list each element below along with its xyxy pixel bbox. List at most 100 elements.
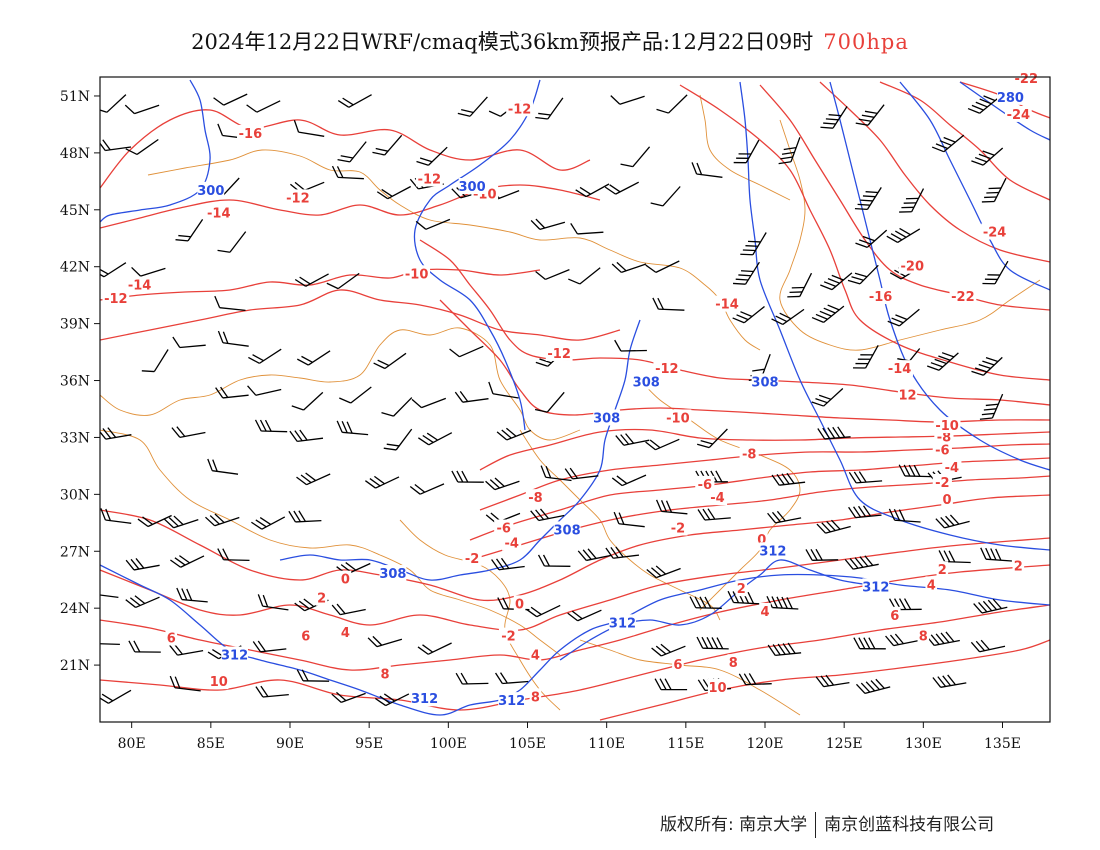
- height-label-bg: [632, 373, 660, 390]
- temperature-label: -22: [1015, 72, 1039, 87]
- wind-barb: [614, 339, 647, 352]
- temperature-label-bg: [981, 223, 1008, 240]
- wind-barb: [374, 693, 410, 707]
- wind-barb: [652, 297, 685, 311]
- temperature-label-bg: [933, 417, 961, 434]
- temperature-label-bg: [205, 204, 233, 221]
- lon-tick-label: 100E: [430, 736, 467, 752]
- temperature-label: 10: [210, 675, 228, 690]
- wind-barb: [778, 137, 801, 165]
- temperature-label-bg: [545, 344, 573, 361]
- temperature-label-bg: [498, 627, 519, 644]
- wind-barb: [293, 120, 325, 137]
- wind-barb: [100, 94, 127, 113]
- wind-barb: [535, 268, 570, 281]
- wind-barb: [820, 272, 853, 291]
- wind-barb: [740, 232, 767, 256]
- wind-barb: [540, 465, 572, 482]
- temperature-label: 12: [898, 389, 916, 404]
- temperature-isoline: [100, 537, 1050, 632]
- boundary-line: [519, 429, 721, 621]
- wind-barb: [604, 181, 639, 195]
- temperature-label: 6: [301, 630, 310, 645]
- wind-barb: [171, 426, 206, 438]
- temperature-label-bg: [102, 289, 130, 306]
- temperature-label-bg: [1012, 69, 1040, 86]
- wind-barb: [564, 467, 599, 480]
- height-label-bg: [553, 521, 581, 538]
- wind-barb: [364, 475, 400, 489]
- wind-barb: [971, 356, 1003, 376]
- temperature-label: -10: [666, 411, 690, 426]
- temperature-label: -24: [1007, 108, 1031, 123]
- height-label: 308: [751, 375, 778, 390]
- height-label: 300: [459, 180, 486, 195]
- height-label: 312: [862, 580, 889, 595]
- wind-barb: [854, 187, 882, 211]
- wind-barb: [326, 272, 360, 290]
- height-label: 308: [633, 375, 660, 390]
- wind-barb: [535, 97, 564, 120]
- wind-barb: [732, 305, 765, 324]
- height-label: 312: [609, 616, 636, 631]
- height-isoline: [100, 564, 1050, 716]
- lat-tick-label: 21N: [60, 658, 90, 674]
- height-label-bg: [862, 578, 890, 595]
- height-isoline: [899, 81, 1050, 291]
- wind-barb: [491, 557, 525, 571]
- wind-barb: [938, 550, 971, 564]
- wind-barb: [655, 499, 688, 515]
- temperature-isoline: [100, 184, 601, 229]
- wind-barb: [124, 104, 160, 115]
- temperature-label: -22: [951, 290, 975, 305]
- height-label-bg: [609, 614, 636, 631]
- temperature-label: 8: [729, 656, 738, 671]
- wind-barb: [455, 672, 489, 685]
- wind-barb: [898, 464, 931, 478]
- temperature-label: -16: [869, 290, 893, 305]
- boundary-line: [399, 519, 561, 711]
- temperature-label-bg: [494, 519, 514, 536]
- wind-barb: [967, 95, 1001, 114]
- height-label: 312: [498, 694, 525, 709]
- title-level: 700hpa: [823, 30, 909, 54]
- temperature-label: -6: [935, 444, 949, 459]
- wind-barb: [926, 352, 959, 371]
- temperature-label-bg: [502, 534, 522, 551]
- wind-barb: [855, 104, 885, 126]
- lon-tick-label: 80E: [118, 736, 146, 752]
- temperature-isoline: [599, 639, 1050, 721]
- wind-barb: [925, 631, 960, 647]
- wind-barb: [530, 508, 565, 522]
- wind-barb: [172, 336, 206, 349]
- wind-barb: [247, 385, 282, 396]
- temperature-label-bg: [653, 360, 681, 377]
- temperature-label-bg: [886, 360, 913, 377]
- temperature-isoline: [100, 604, 1050, 711]
- wind-barb: [820, 106, 848, 129]
- lon-tick-label: 130E: [905, 736, 942, 752]
- height-label: 300: [197, 184, 224, 199]
- lat-tick-label: 24N: [60, 601, 90, 617]
- height-label-bg: [751, 373, 779, 390]
- wind-barb: [853, 637, 886, 650]
- lon-tick-label: 110E: [588, 736, 625, 752]
- wind-barb: [457, 96, 488, 117]
- wind-barb: [689, 596, 722, 609]
- wind-barb: [537, 554, 571, 567]
- wind-barb: [848, 505, 882, 519]
- footer-divider: [815, 812, 817, 838]
- wind-barb: [137, 514, 172, 528]
- wind-barb: [771, 308, 805, 326]
- temperature-isoline: [439, 299, 1050, 423]
- wind-barb: [817, 426, 851, 440]
- wind-barb: [771, 472, 806, 486]
- temperature-isoline: [879, 81, 1050, 201]
- temperature-label-bg: [462, 549, 482, 566]
- lon-tick-label: 85E: [197, 736, 225, 752]
- temperature-label: 4: [927, 578, 936, 593]
- wind-barb: [767, 642, 802, 656]
- boundary-line: [100, 429, 561, 656]
- height-isoline: [279, 319, 641, 581]
- temperature-label-bg: [1004, 105, 1032, 122]
